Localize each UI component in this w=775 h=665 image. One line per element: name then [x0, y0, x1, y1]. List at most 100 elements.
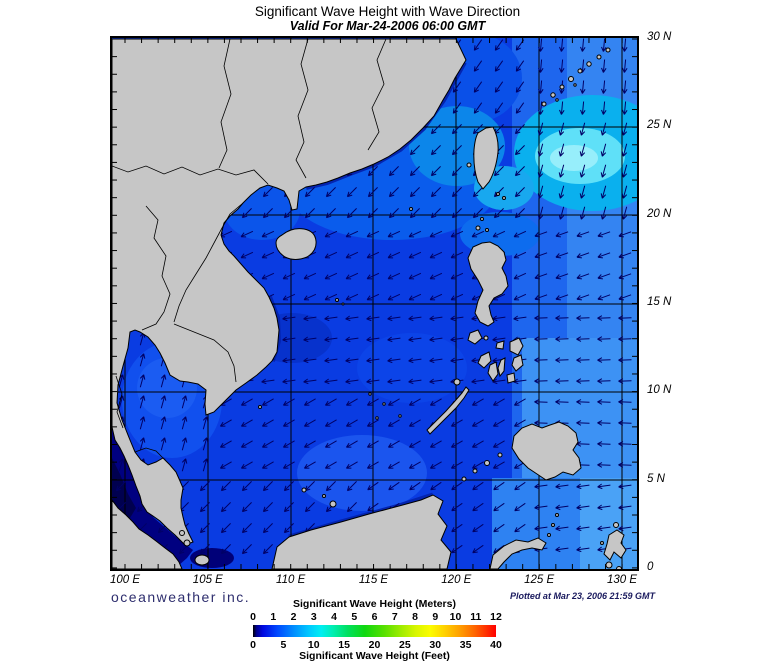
landmass — [497, 357, 506, 378]
lat-label: 10 N — [647, 384, 672, 397]
lon-label: 130 E — [606, 574, 637, 586]
colorbar-meters-tick: 0 — [250, 611, 256, 623]
lat-label: 5 N — [647, 472, 665, 485]
oceanweather-logo-text: oceanweather inc. — [111, 589, 251, 605]
political-border — [134, 447, 164, 459]
landmass — [271, 494, 452, 570]
lat-label: 20 N — [647, 207, 672, 220]
island — [541, 101, 547, 107]
island — [194, 554, 210, 566]
page-title: Significant Wave Height with Wave Direct… — [254, 4, 521, 19]
colorbar-feet-tick: 20 — [368, 639, 381, 651]
colorbar-gradient — [253, 625, 496, 637]
colorbar-feet-tick: 25 — [399, 639, 411, 651]
colorbar-meters-tick: 5 — [351, 611, 358, 623]
colorbar-meters-tick: 12 — [490, 611, 502, 623]
island — [335, 298, 339, 302]
lon-label: 100 E — [109, 574, 141, 586]
valid-time-subtitle: Valid For Mar-24-2006 06:00 GMT — [289, 19, 486, 33]
island — [485, 228, 489, 232]
colorbar-feet-tick: 40 — [490, 639, 502, 651]
island — [550, 92, 556, 98]
island — [368, 392, 372, 396]
lat-label: 30 N — [647, 31, 672, 43]
lon-label: 125 E — [524, 574, 555, 586]
landmass — [511, 421, 582, 481]
map-frame — [110, 33, 670, 572]
wave-map-canvas — [111, 33, 670, 572]
island — [586, 61, 592, 67]
colorbar-meters-tick: 11 — [470, 611, 482, 623]
border-layer — [111, 38, 387, 459]
island — [497, 452, 503, 458]
political-border — [173, 202, 244, 323]
island — [484, 460, 490, 466]
island — [496, 192, 500, 196]
lon-label: 110 E — [276, 574, 306, 586]
lon-label: 105 E — [192, 574, 223, 586]
colorbar-feet-tick: 5 — [280, 639, 287, 651]
political-border — [173, 323, 237, 383]
colorbar-meters-tick: 7 — [391, 611, 398, 623]
colorbar-title-meters: Significant Wave Height (Meters) — [293, 598, 456, 610]
island — [329, 500, 337, 508]
landmass — [489, 537, 547, 570]
landmass — [509, 337, 524, 356]
political-border — [295, 38, 309, 179]
landmass — [275, 228, 317, 260]
landmass — [506, 372, 516, 384]
island — [375, 416, 379, 420]
colorbar-meters-tick: 2 — [290, 611, 297, 623]
island — [502, 196, 506, 200]
island — [183, 539, 191, 547]
landmass — [467, 329, 483, 345]
political-border — [141, 205, 171, 331]
island — [547, 533, 551, 537]
island — [483, 335, 489, 341]
island — [559, 84, 565, 90]
island — [577, 68, 583, 74]
landmass — [467, 241, 509, 327]
landmass — [603, 529, 627, 561]
colorbar-feet-tick: 15 — [338, 639, 350, 651]
landmass — [477, 351, 492, 369]
colorbar-meters-tick: 4 — [331, 611, 337, 623]
island — [605, 561, 613, 569]
landmass — [426, 386, 470, 435]
colorbar-meters-tick: 1 — [270, 611, 277, 623]
island — [613, 522, 619, 528]
colorbar-feet-tick: 35 — [459, 639, 472, 651]
island — [322, 494, 326, 498]
colorbar-meters-tick: 3 — [310, 611, 317, 623]
lat-label: 15 N — [647, 295, 672, 308]
colorbar-feet-tick: 0 — [250, 639, 256, 651]
political-border — [111, 165, 269, 185]
island — [179, 530, 185, 536]
island — [555, 98, 559, 102]
island — [573, 83, 577, 87]
colorbar-meters-tick: 6 — [371, 611, 378, 623]
island — [466, 162, 472, 168]
lat-label: 25 N — [647, 119, 672, 132]
island — [453, 378, 461, 386]
lon-label: 120 E — [441, 574, 472, 586]
colorbar-feet-tick: 10 — [307, 639, 320, 651]
lon-label: 115 E — [358, 574, 389, 586]
landmass — [495, 340, 505, 350]
island — [568, 76, 574, 82]
political-border — [367, 38, 387, 151]
lat-label: 0 — [647, 560, 654, 573]
island — [551, 523, 555, 527]
landmass — [511, 354, 524, 372]
political-border — [115, 375, 124, 429]
island — [605, 47, 611, 53]
plotted-timestamp: Plotted at Mar 23, 2006 21:59 GMT — [509, 591, 655, 601]
land-layer — [111, 38, 627, 572]
colorbar-meters-tick: 8 — [412, 611, 418, 623]
island — [600, 541, 604, 545]
island — [616, 566, 622, 572]
island — [258, 405, 262, 409]
political-border — [218, 38, 232, 169]
island — [480, 217, 484, 221]
island — [341, 302, 345, 306]
